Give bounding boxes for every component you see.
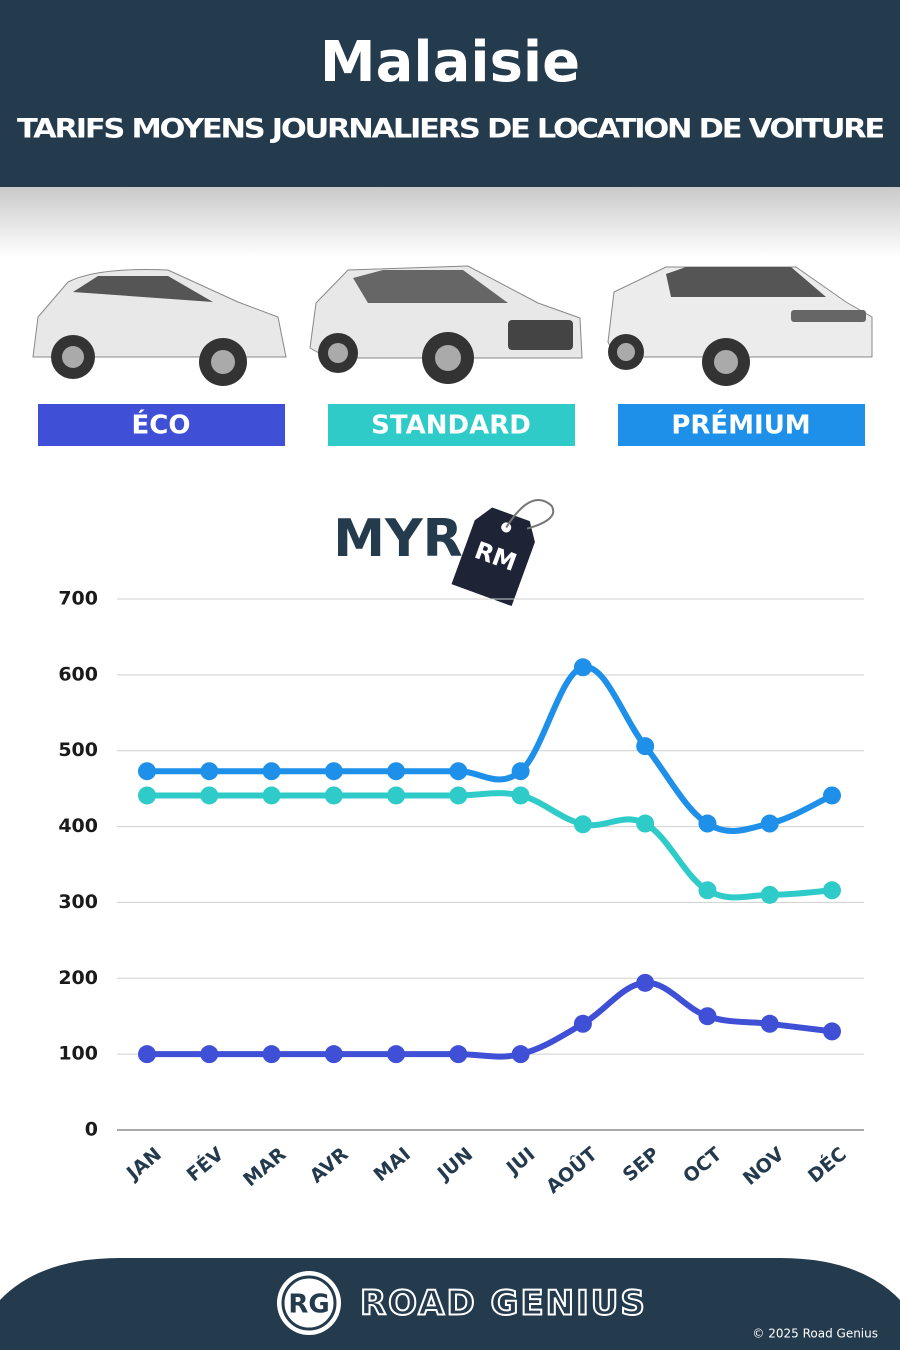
brand: ROAD GENIUS	[360, 1284, 647, 1324]
data-point	[698, 814, 717, 833]
data-point	[387, 762, 406, 781]
data-point	[200, 762, 219, 781]
car-eco	[32, 269, 287, 386]
data-point	[200, 786, 219, 805]
series-line	[144, 790, 835, 901]
legend-swatch	[618, 404, 865, 446]
data-point	[636, 737, 655, 756]
y-tick-label: 0	[85, 1119, 98, 1141]
footer-band	[0, 1258, 900, 1350]
data-point	[823, 786, 841, 805]
data-point	[138, 1045, 156, 1064]
x-tick-label: JAN	[121, 1143, 166, 1185]
x-tick-label: JUN	[432, 1143, 477, 1186]
title: Malaisie	[320, 30, 580, 95]
data-point	[449, 1045, 468, 1064]
car-premium	[607, 266, 873, 386]
data-point	[387, 786, 406, 805]
legend-label: PRÉMIUM	[671, 409, 810, 441]
unit-label: MYR	[333, 509, 462, 569]
data-point	[449, 762, 468, 781]
x-tick-label: MAR	[239, 1143, 290, 1191]
price-tag: RM	[451, 499, 555, 607]
header-band	[0, 0, 900, 187]
x-tick-label: DÉC	[803, 1142, 850, 1187]
data-point	[511, 762, 530, 781]
car-standard	[309, 265, 583, 384]
data-point	[573, 658, 592, 677]
logo-text: RG	[288, 1290, 329, 1320]
y-tick-label: 500	[58, 739, 98, 761]
x-tick-label: NOV	[739, 1143, 789, 1190]
data-point	[698, 881, 717, 900]
data-point	[760, 814, 779, 833]
legend-swatch	[38, 404, 285, 446]
data-point	[324, 786, 343, 805]
x-tick-label: OCT	[679, 1143, 726, 1188]
data-point	[823, 1022, 841, 1041]
legend-label: STANDARD	[371, 411, 531, 441]
data-point	[760, 1014, 779, 1033]
x-tick-label: SEP	[619, 1143, 664, 1186]
data-point	[698, 1007, 717, 1026]
data-point	[573, 815, 592, 834]
data-point	[823, 881, 841, 900]
data-point	[449, 786, 468, 805]
series-line	[144, 979, 835, 1060]
data-point	[262, 1045, 281, 1064]
data-point	[138, 786, 156, 805]
data-point	[387, 1045, 406, 1064]
y-tick-label: 300	[58, 891, 98, 913]
logo-ring	[281, 1275, 337, 1331]
logo-circle	[277, 1271, 341, 1335]
legend-swatch	[328, 404, 575, 446]
x-tick-label: AVR	[306, 1143, 353, 1188]
x-tick-label: JUI	[501, 1143, 539, 1180]
y-tick-label: 600	[58, 663, 98, 685]
data-point	[636, 814, 655, 833]
subtitle: TARIFS MOYENS JOURNALIERS DE LOCATION DE…	[17, 114, 884, 145]
data-point	[262, 786, 281, 805]
data-point	[200, 1045, 219, 1064]
data-point	[138, 762, 156, 781]
data-point	[511, 1045, 530, 1064]
copyright: © 2025 Road Genius	[752, 1327, 878, 1341]
data-point	[324, 762, 343, 781]
series-line	[144, 664, 835, 834]
data-point	[760, 885, 779, 904]
y-tick-label: 200	[58, 967, 98, 989]
y-tick-label: 400	[58, 815, 98, 837]
y-tick-label: 100	[58, 1043, 98, 1065]
x-tick-label: MAI	[370, 1143, 415, 1186]
data-point	[511, 786, 530, 805]
data-point	[636, 973, 655, 992]
x-tick-label: FÉV	[182, 1142, 228, 1186]
x-tick-label: AOÛT	[541, 1142, 602, 1198]
data-point	[262, 762, 281, 781]
data-point	[573, 1014, 592, 1033]
data-point	[324, 1045, 343, 1064]
y-tick-label: 700	[58, 588, 98, 610]
header-shadow	[0, 187, 900, 257]
legend-label: ÉCO	[132, 409, 191, 441]
